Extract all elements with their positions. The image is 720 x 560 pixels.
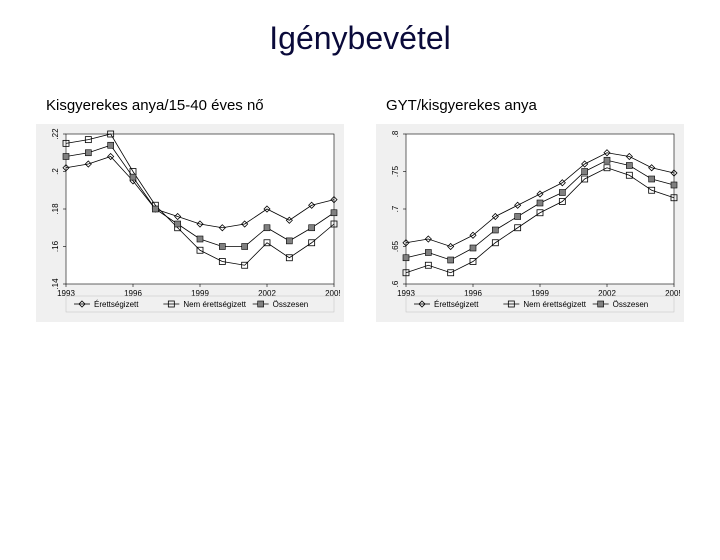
svg-text:Nem érettségizett: Nem érettségizett (183, 300, 246, 309)
svg-text:.6: .6 (391, 280, 400, 287)
svg-text:.2: .2 (51, 168, 60, 175)
chart-left-title: Kisgyerekes anya/15-40 éves nő (46, 97, 264, 114)
chart-right-svg: .6.65.7.75.819931996199920022005Érettség… (380, 128, 680, 318)
svg-text:.65: .65 (391, 240, 400, 252)
svg-text:.7: .7 (391, 205, 400, 212)
page-title: Igénybevétel (0, 20, 720, 57)
svg-text:Érettségizett: Érettségizett (434, 300, 479, 309)
svg-text:Összesen: Összesen (613, 300, 649, 309)
charts-row: Kisgyerekes anya/15-40 éves nő .14 .16 .18… (0, 97, 720, 322)
svg-text:.16: .16 (51, 240, 60, 252)
slide: Igénybevétel Kisgyerekes anya/15-40 éves… (0, 20, 720, 560)
svg-text:Nem érettségizett: Nem érettségizett (523, 300, 586, 309)
chart-right-box: .6.65.7.75.819931996199920022005Érettség… (376, 124, 684, 322)
svg-text:.8: .8 (391, 130, 400, 137)
chart-right-title: GYT/kisgyerekes anya (386, 97, 537, 114)
chart-left-box: .14.16.18.2.2219931996199920022005Éretts… (36, 124, 344, 322)
chart-right-block: GYT/kisgyerekes anya .6.65.7.75.81993199… (376, 97, 684, 322)
svg-text:.22: .22 (51, 128, 60, 140)
svg-text:.14: .14 (51, 278, 60, 290)
svg-text:Összesen: Összesen (273, 300, 309, 309)
chart-left-block: Kisgyerekes anya/15-40 éves nő .14 .16 .18… (36, 97, 344, 322)
svg-text:.18: .18 (51, 203, 60, 215)
chart-left-svg: .14.16.18.2.2219931996199920022005Éretts… (40, 128, 340, 318)
svg-text:.75: .75 (391, 165, 400, 177)
svg-text:Érettségizett: Érettségizett (94, 300, 139, 309)
